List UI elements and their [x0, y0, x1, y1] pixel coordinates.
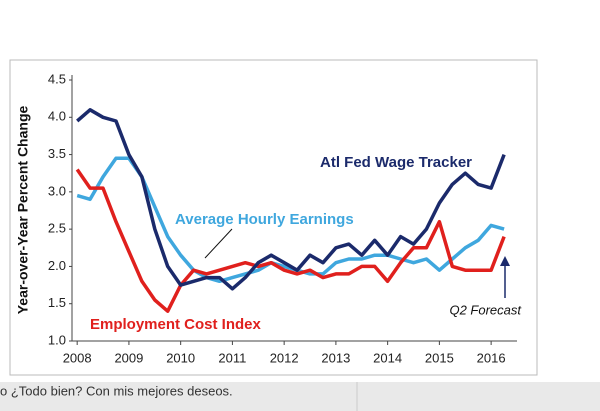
footer-text: o ¿Todo bien? Con mis mejores deseos.	[0, 383, 233, 398]
x-tick-label: 2009	[114, 350, 143, 365]
footer-bar	[0, 382, 600, 411]
annotation: Q2 Forecast	[449, 302, 522, 317]
y-tick-label: 4.5	[48, 71, 66, 86]
y-axis-label: Year-over-Year Percent Change	[15, 106, 31, 315]
pointer	[204, 228, 233, 259]
x-tick-label: 2015	[425, 350, 454, 365]
x-tick-label: 2013	[321, 350, 350, 365]
y-tick-label: 2.5	[48, 221, 66, 236]
y-tick-label: 3.5	[48, 146, 66, 161]
x-tick-label: 2008	[63, 350, 92, 365]
x-tick-label: 2010	[166, 350, 195, 365]
series-line	[76, 108, 506, 291]
x-tick-label: 2012	[270, 350, 299, 365]
x-tick-label: 2016	[477, 350, 506, 365]
x-tick-label: 2014	[373, 350, 402, 365]
series-label: Average Hourly Earnings	[175, 211, 354, 228]
y-tick-label: 2.0	[48, 258, 66, 273]
x-tick-label: 2011	[218, 350, 246, 365]
y-tick-label: 1.5	[48, 295, 66, 310]
series-label: Atl Fed Wage Tracker	[320, 154, 472, 171]
y-tick-label: 3.0	[48, 183, 66, 198]
y-tick-label: 1.0	[48, 332, 66, 347]
forecast-arrowhead	[500, 256, 510, 266]
series-label: Employment Cost Index	[90, 316, 262, 333]
y-tick-label: 4.0	[48, 109, 66, 124]
series-line	[75, 168, 506, 313]
